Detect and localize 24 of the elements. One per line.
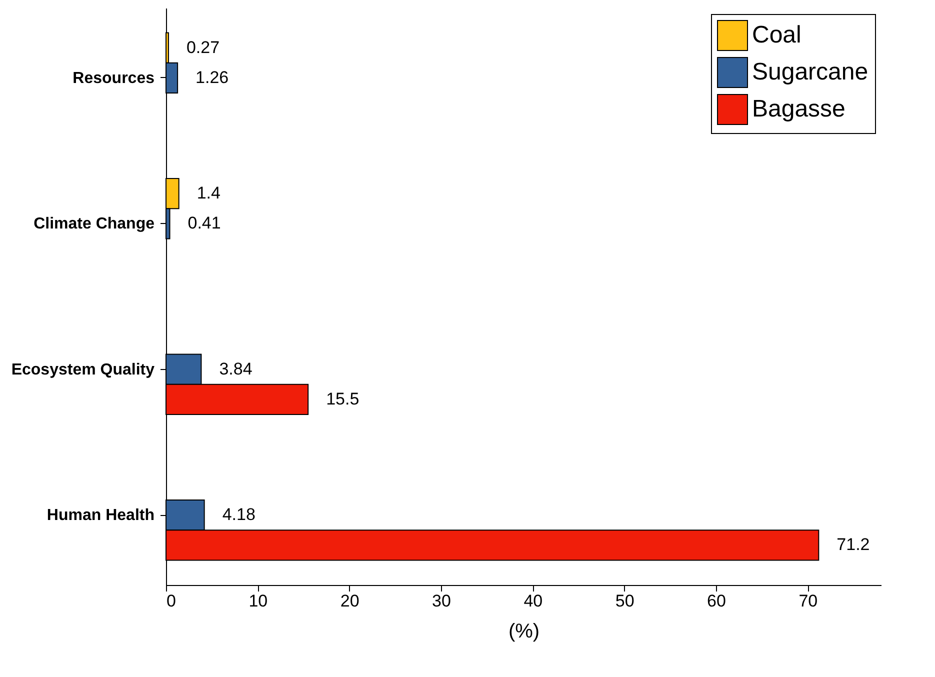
x-tick-label: 50: [615, 592, 634, 610]
legend-label: Bagasse: [752, 96, 846, 122]
x-tick-label: 60: [707, 592, 726, 610]
data-label: 71.2: [836, 535, 870, 554]
y-tick-label: Ecosystem Quality: [11, 361, 155, 378]
data-label: 1.4: [196, 184, 220, 203]
y-tick-label: Climate Change: [34, 216, 155, 233]
x-axis-title: (%): [508, 620, 540, 642]
y-tick-label: Resources: [72, 70, 155, 87]
x-tick-label: 10: [248, 592, 268, 610]
data-label: 1.26: [196, 68, 229, 87]
x-tick-label: 30: [432, 592, 451, 610]
data-label: 3.84: [219, 359, 252, 378]
x-tick-label: 40: [524, 592, 543, 610]
data-label: 0.27: [186, 38, 220, 57]
y-tick-label: Human Health: [46, 507, 154, 524]
legend-label: Coal: [752, 22, 802, 48]
data-label: 4.18: [222, 505, 256, 524]
legend-label: Sugarcane: [752, 58, 868, 86]
data-label: 15.5: [326, 389, 360, 408]
x-tick-label: 20: [340, 592, 360, 610]
x-tick-label: 0: [166, 592, 176, 610]
x-tick-label: 70: [798, 592, 818, 610]
data-label: 0.41: [188, 214, 221, 233]
